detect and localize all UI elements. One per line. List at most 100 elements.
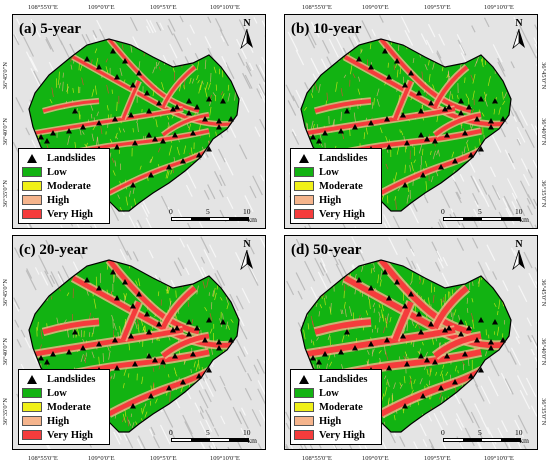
landslide-marker	[402, 82, 408, 88]
scale-bar: 0 5 10 km	[169, 207, 257, 225]
north-arrow-icon	[240, 28, 253, 50]
landslide-marker	[492, 98, 498, 104]
lon-label: 109°5'0"E	[424, 455, 451, 462]
legend-item-landslides: Landslides	[294, 372, 378, 386]
landslide-marker	[444, 132, 450, 138]
landslide-marker	[132, 361, 138, 367]
legend-swatch	[22, 430, 42, 440]
landslide-marker	[316, 138, 322, 144]
landslide-marker	[402, 403, 408, 409]
landslide-marker	[84, 56, 90, 62]
scale-unit: km	[519, 436, 529, 445]
landslide-marker	[420, 172, 426, 178]
landslide-marker	[136, 70, 142, 76]
landslide-marker	[186, 319, 192, 325]
legend-item-low: Low	[294, 165, 378, 179]
landslide-marker	[170, 327, 176, 333]
landslide-marker	[478, 317, 484, 323]
legend-label: High	[47, 415, 70, 427]
landslide-marker	[452, 379, 458, 385]
scale-tick: 10	[515, 207, 523, 216]
landslide-marker	[170, 106, 176, 112]
landslide-marker	[344, 108, 350, 114]
landslide-marker	[38, 134, 44, 140]
landslide-marker	[220, 319, 226, 325]
scale-tick: 10	[243, 207, 251, 216]
landslide-marker	[488, 124, 494, 130]
landslide-marker	[438, 164, 444, 170]
legend-item-low: Low	[22, 165, 106, 179]
lon-label: 108°55'0"E	[302, 455, 332, 462]
landslide-marker	[146, 132, 152, 138]
legend-item-landslides: Landslides	[22, 372, 106, 386]
landslide-marker	[122, 58, 128, 64]
lat-label: 36°35'0"N	[2, 398, 9, 426]
scale-unit: km	[247, 215, 257, 224]
landslide-marker	[408, 291, 414, 297]
landslide-marker	[382, 269, 388, 275]
landslide-marker	[404, 140, 410, 146]
landslide-marker	[146, 108, 152, 114]
landslide-marker	[488, 339, 494, 345]
landslide-marker	[146, 329, 152, 335]
landslide-marker	[452, 158, 458, 164]
legend-swatch	[294, 416, 314, 426]
landslide-marker	[384, 337, 390, 343]
legend-label: Low	[47, 166, 67, 178]
landslide-marker	[66, 128, 72, 134]
legend-label: High	[319, 415, 342, 427]
legend-item-low: Low	[22, 386, 106, 400]
landslide-marker	[404, 361, 410, 367]
landslide-marker	[458, 110, 464, 116]
panel-title: (c) 20-year	[19, 242, 88, 258]
landslide-marker	[322, 130, 328, 136]
landslide-marker	[110, 48, 116, 54]
legend-label: Moderate	[319, 401, 363, 413]
legend-swatch	[22, 402, 42, 412]
landslide-marker	[152, 357, 158, 363]
landslide-marker	[190, 130, 196, 136]
landslide-marker	[466, 325, 472, 331]
landslide-marker	[416, 311, 422, 317]
north-label: N	[515, 18, 523, 29]
landslide-marker	[114, 365, 120, 371]
lon-label: 108°55'0"E	[28, 455, 58, 462]
hazard-map	[285, 236, 537, 449]
landslide-marker	[458, 331, 464, 337]
landslide-marker	[216, 345, 222, 351]
legend-label: Moderate	[47, 180, 91, 192]
scale-bar-graphic	[443, 217, 521, 221]
lon-label: 109°10'0"E	[484, 4, 514, 11]
legend-swatch	[22, 416, 42, 426]
landslide-marker	[66, 349, 72, 355]
landslide-marker	[50, 130, 56, 136]
landslide-marker	[488, 118, 494, 124]
lon-label: 108°55'0"E	[28, 4, 58, 11]
landslide-marker	[50, 351, 56, 357]
legend-label: High	[319, 194, 342, 206]
landslide-marker	[488, 345, 494, 351]
legend-label: Moderate	[47, 401, 91, 413]
landslide-marker	[310, 134, 316, 140]
north-arrow-icon	[512, 28, 525, 50]
map-panel-50-year: (d) 50-year N Landslides Low Moderate Hi…	[284, 235, 538, 450]
panel-title: (a) 5-year	[19, 21, 82, 37]
landslide-marker	[400, 333, 406, 339]
landslide-marker	[352, 124, 358, 130]
landslide-marker	[110, 269, 116, 275]
landslide-marker	[446, 104, 452, 110]
legend-item-high: High	[294, 414, 378, 428]
landslide-marker	[466, 104, 472, 110]
landslide-marker	[216, 124, 222, 130]
legend-swatch	[294, 209, 314, 219]
landslide-marker	[202, 337, 208, 343]
landslide-marker	[500, 116, 506, 122]
landslide-marker	[206, 96, 212, 102]
legend-item-very-high: Very High	[22, 428, 106, 442]
landslide-marker	[400, 112, 406, 118]
north-label: N	[243, 18, 251, 29]
landslide-marker	[44, 359, 50, 365]
landslide-marker	[186, 331, 192, 337]
landslide-marker	[206, 146, 212, 152]
